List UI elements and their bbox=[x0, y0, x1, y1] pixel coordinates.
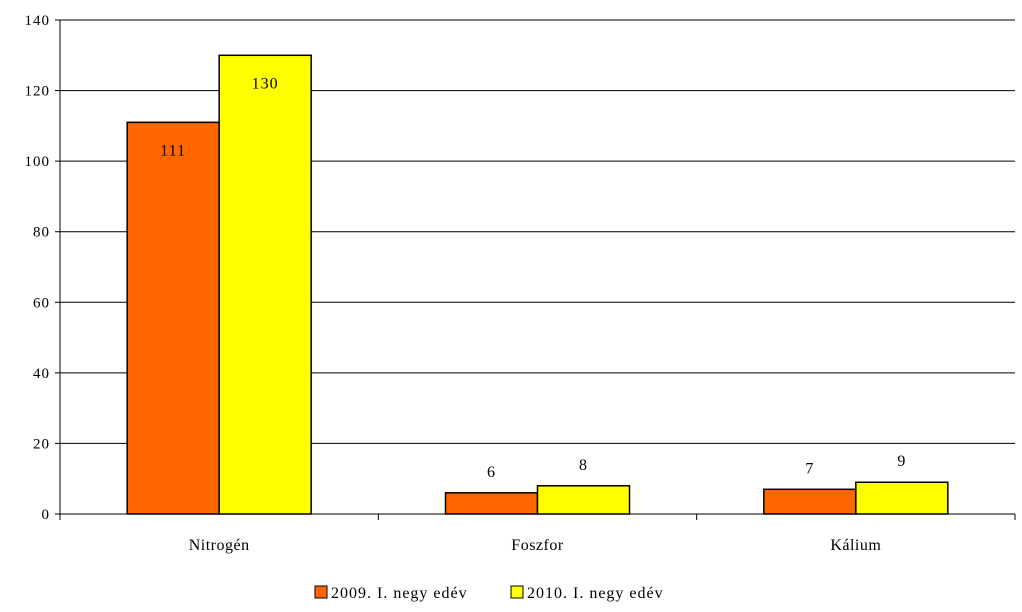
data-label: 8 bbox=[579, 457, 588, 474]
data-label: 111 bbox=[160, 142, 186, 159]
bar-series-1 bbox=[444, 492, 539, 515]
category-label: Nitrogén bbox=[189, 537, 250, 554]
y-tick-label: 100 bbox=[25, 154, 51, 170]
bar-series-2 bbox=[855, 481, 949, 515]
legend-swatch bbox=[314, 585, 328, 599]
category-label: Foszfor bbox=[511, 537, 564, 554]
bars bbox=[126, 54, 949, 515]
y-tick-label: 20 bbox=[33, 436, 50, 452]
y-tick-label: 0 bbox=[42, 507, 51, 523]
bar-series-2 bbox=[218, 54, 312, 515]
data-label: 130 bbox=[252, 75, 279, 92]
y-tick-label: 60 bbox=[33, 295, 50, 311]
y-tick-label: 40 bbox=[33, 366, 50, 382]
y-tick-label: 140 bbox=[25, 13, 51, 29]
data-label: 7 bbox=[805, 460, 814, 477]
legend-swatch bbox=[510, 585, 524, 599]
y-tick-label: 80 bbox=[33, 225, 50, 241]
y-tick-label: 120 bbox=[25, 84, 51, 100]
legend: 2009. I. negy edév 2010. I. negy edév bbox=[314, 585, 664, 602]
data-label: 6 bbox=[487, 464, 496, 481]
legend-label: 2009. I. negy edév bbox=[331, 585, 468, 602]
bar-series-1 bbox=[763, 488, 857, 515]
legend-label: 2010. I. negy edév bbox=[527, 585, 664, 602]
data-label: 9 bbox=[897, 453, 906, 470]
bar-series-2 bbox=[536, 485, 631, 515]
bar-series-1 bbox=[126, 121, 220, 515]
category-label: Kálium bbox=[830, 537, 881, 554]
data-labels: 111 130 6 8 7 9 bbox=[160, 75, 906, 481]
